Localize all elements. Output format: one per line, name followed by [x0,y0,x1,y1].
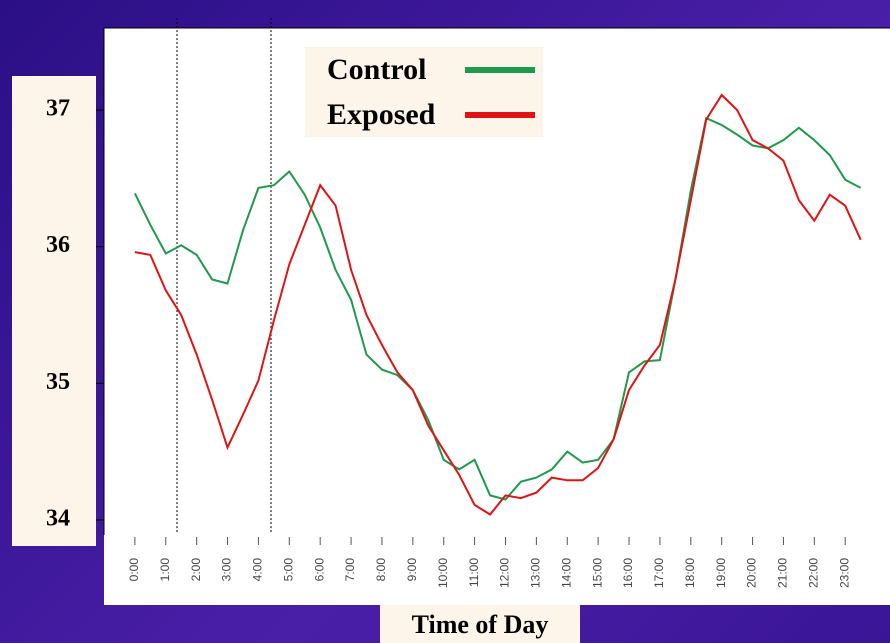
y-tick-label: 34 [46,505,70,531]
x-tick-label: 5:00 [281,558,295,582]
x-tick-label: 6:00 [312,558,326,582]
series-line [134,93,862,516]
x-tick-label: 12:00 [498,558,512,588]
x-tick-label: 23:00 [837,558,851,588]
x-tick-label: 11:00 [467,558,481,587]
x-tick-label: 16:00 [621,558,635,588]
x-tick-label: 10:00 [436,558,450,588]
x-tick-label: 4:00 [251,558,265,582]
x-axis-title: Time of Day [412,610,549,639]
x-tick-label: 14:00 [559,558,573,588]
x-tick-label: 22:00 [807,558,821,588]
y-tick-label: 37 [46,95,70,121]
y-tick-label: 35 [46,369,70,395]
x-tick-label: 13:00 [529,558,543,588]
x-tick-label: 9:00 [405,558,419,582]
y-tick-label: 36 [46,232,70,258]
series-line [134,116,862,501]
x-tick-label: 2:00 [189,558,203,582]
x-tick-label: 7:00 [343,558,357,582]
y-label-panel [12,76,96,546]
x-tick-label: 1:00 [158,558,172,582]
x-tick-label: 15:00 [590,558,604,588]
legend [305,47,543,137]
x-tick-label: 19:00 [714,558,728,588]
x-tick-label: 0:00 [127,558,141,582]
x-tick-label: 20:00 [745,558,759,588]
x-tick-label: 17:00 [652,558,666,588]
x-tick-label: 21:00 [776,558,790,588]
x-axis-area [104,535,890,605]
x-title-box [380,605,580,643]
x-tick-label: 18:00 [683,558,697,588]
x-tick-label: 8:00 [374,558,388,582]
legend-label: Exposed [327,98,436,131]
x-tick-label: 3:00 [220,558,234,582]
legend-label: Control [327,53,426,86]
